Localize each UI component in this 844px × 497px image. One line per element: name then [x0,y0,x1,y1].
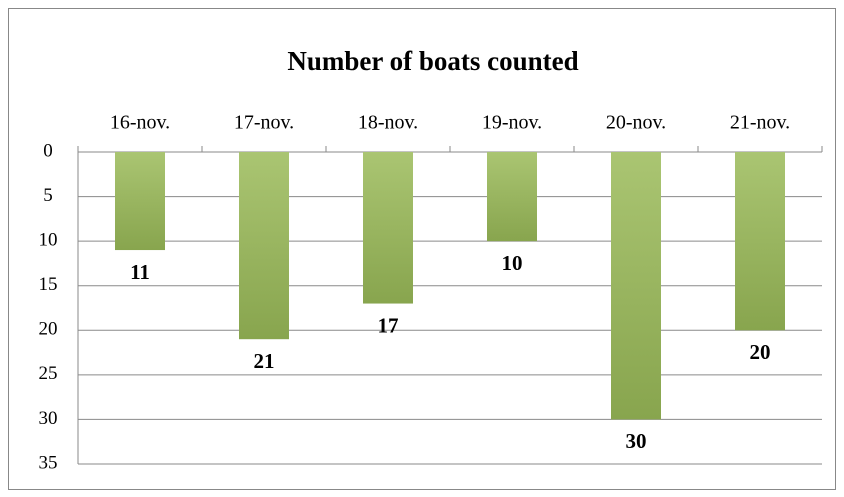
x-tick-label: 21-nov. [730,112,790,134]
x-tick-label: 16-nov. [110,112,170,134]
x-tick-label: 18-nov. [358,112,418,134]
chart-title: Number of boats counted [287,46,578,76]
y-tick-label: 15 [39,274,58,295]
y-tick-label: 20 [39,319,58,340]
y-tick-label: 35 [39,452,58,473]
y-tick-label: 25 [39,363,58,384]
y-tick-label: 10 [39,230,58,251]
data-label: 11 [130,260,150,284]
bar [487,152,537,242]
data-label: 21 [254,349,275,373]
bar [363,152,413,304]
x-tick-label: 17-nov. [234,112,294,134]
y-tick-label: 30 [39,408,58,429]
x-tick-label: 19-nov. [482,112,542,134]
bar [611,152,661,420]
x-tick-label: 20-nov. [606,112,666,134]
bar [735,152,785,331]
y-tick-label: 0 [43,140,53,161]
bar [239,152,289,340]
data-label: 10 [502,251,523,275]
data-label: 20 [750,340,771,364]
data-label: 30 [626,429,647,453]
data-label: 17 [378,313,399,337]
y-tick-label: 5 [43,185,53,206]
bar [115,152,165,251]
